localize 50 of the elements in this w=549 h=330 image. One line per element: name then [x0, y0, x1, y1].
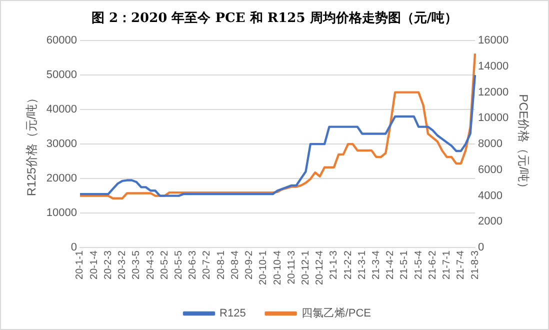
y-tick-label: 60000 [46, 34, 77, 47]
x-tick-label: 20-8-1 [216, 250, 227, 280]
x-tick-label: 21-3-4 [371, 250, 382, 280]
x-tick-label: 20-5-5 [173, 250, 184, 280]
y-axis-title: R125价格（元/吨） [24, 92, 39, 196]
x-tick-label: 20-12-4 [314, 250, 326, 285]
x-tick-label: 20-6-3 [188, 250, 199, 280]
y2-tick-label: 8000 [478, 138, 502, 150]
x-tick-label: 20-1-1 [74, 250, 86, 280]
x-tick-label: 21-7-1 [442, 250, 453, 280]
y2-tick-label: 4000 [478, 190, 502, 202]
x-tick-label: 20-2-3 [102, 250, 114, 280]
y-tick-label: 30000 [46, 138, 77, 150]
x-tick-label: 20-10-4 [272, 250, 284, 285]
x-tick-label: 20-5-2 [159, 250, 170, 280]
x-tick-label: 20-11-3 [286, 250, 298, 284]
y2-tick-label: 2000 [478, 216, 502, 228]
chart-title: 图 2：2020 年至今 PCE 和 R125 周均价格走势图（元/吨） [90, 10, 459, 27]
x-tick-label: 21-5-4 [413, 250, 424, 280]
y2-tick-label: 16000 [478, 34, 509, 47]
x-tick-label: 20-3-5 [131, 250, 142, 280]
y-tick-label: 50000 [46, 69, 77, 82]
y2-tick-label: 0 [478, 242, 484, 254]
x-tick-label: 21-2-2 [342, 250, 354, 280]
x-tick-label: 20-7-2 [202, 250, 213, 280]
y-tick-label: 0 [70, 242, 77, 254]
x-tick-label: 21-1-3 [328, 250, 340, 280]
y2-axis-title: PCE价格（元/吨） [516, 94, 530, 194]
x-tick-label: 21-4-2 [385, 250, 396, 280]
x-tick-label: 20-9-2 [244, 250, 256, 280]
y-tick-label: 10000 [46, 207, 77, 220]
y2-tick-label: 10000 [478, 112, 509, 124]
y2-tick-label: 6000 [478, 164, 502, 176]
y-tick-label: 20000 [46, 172, 77, 185]
x-tick-label: 20-12-1 [300, 250, 312, 285]
y-tick-label: 40000 [46, 104, 77, 116]
x-tick-label: 21-5-1 [399, 250, 410, 280]
y2-tick-label: 12000 [478, 86, 509, 98]
x-tick-label: 20-4-3 [145, 250, 156, 280]
x-tick-label: 20-3-2 [117, 250, 128, 280]
x-tick-label: 21-3-1 [356, 250, 368, 280]
x-tick-label: 20-10-1 [258, 250, 270, 285]
legend-label: R125 [220, 308, 246, 320]
x-tick-label: 20-1-4 [88, 250, 100, 280]
y2-tick-label: 14000 [478, 60, 509, 72]
x-tick-label: 21-7-4 [456, 250, 467, 280]
x-tick-label: 21-6-2 [427, 250, 438, 280]
x-tick-label: 20-8-4 [230, 250, 241, 280]
x-tick-label: 21-8-3 [470, 250, 481, 280]
legend-label: 四氯乙烯/PCE [301, 306, 371, 320]
